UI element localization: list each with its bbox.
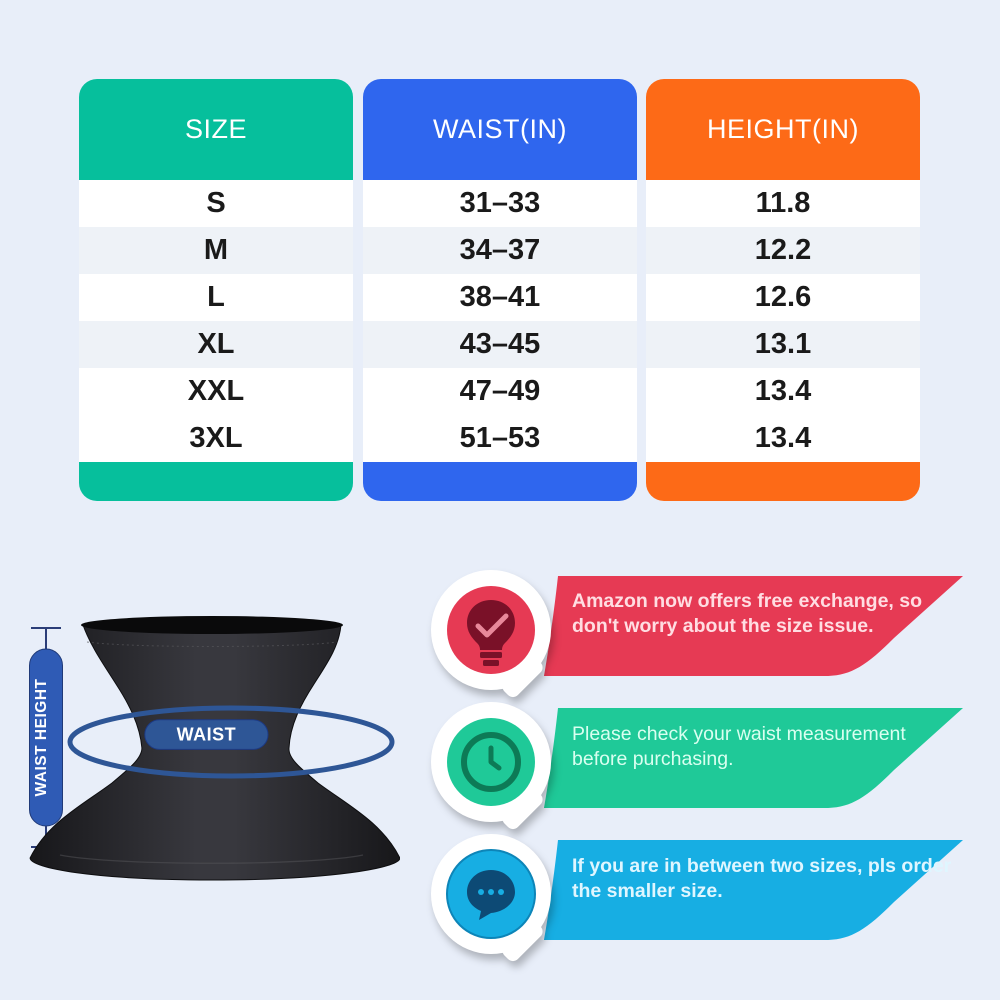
svg-text:WAIST: WAIST [177, 725, 237, 745]
